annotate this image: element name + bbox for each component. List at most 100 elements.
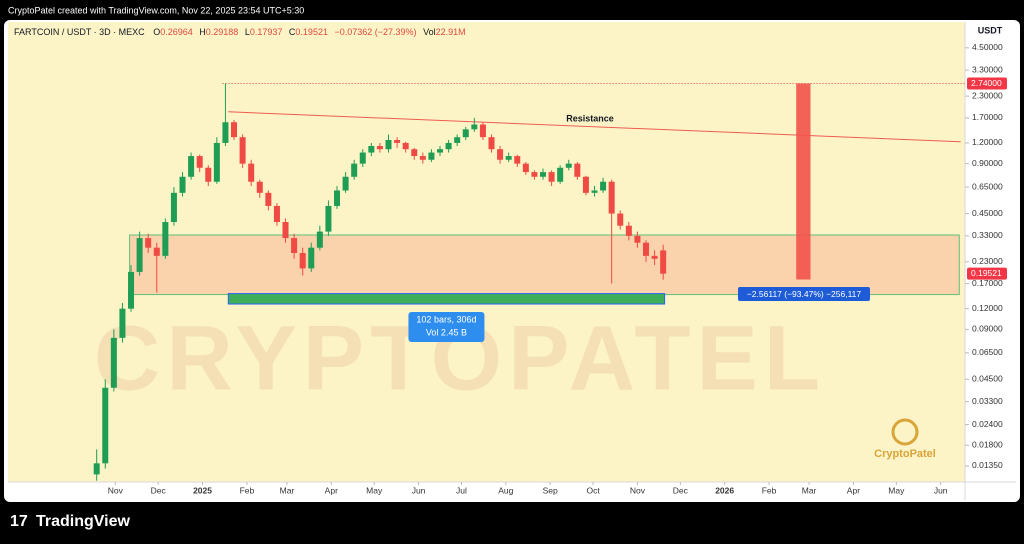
- x-tick-label: Nov: [108, 485, 124, 495]
- x-tick-label: Apr: [325, 485, 338, 495]
- y-tick-label: 1.20000: [972, 137, 1003, 147]
- candle-body: [239, 137, 246, 164]
- label: L: [245, 27, 250, 37]
- candle-body: [394, 140, 401, 143]
- candle-body: [522, 163, 529, 173]
- y-tick-label: 0.12000: [972, 303, 1003, 313]
- candle-body: [462, 129, 469, 138]
- range-label: 102 bars, 306d: [416, 314, 476, 324]
- x-tick-label: Jun: [934, 485, 948, 495]
- logo: CryptoPatel: [874, 448, 936, 460]
- candle-body: [642, 242, 650, 256]
- y-tick-label: 0.23000: [972, 256, 1003, 266]
- candle-body: [454, 137, 461, 143]
- open: 0.26964: [160, 27, 193, 37]
- candle-body: [188, 156, 195, 177]
- x-tick-label: Oct: [586, 485, 600, 495]
- candle-body: [231, 122, 238, 138]
- y-tick-label: 3.30000: [972, 64, 1003, 74]
- candle-body: [565, 163, 572, 168]
- x-tick-label: May: [888, 485, 905, 495]
- candle-body: [170, 192, 177, 223]
- symbol: FARTCOIN / USDT · 3D · MEXC: [14, 27, 145, 37]
- candle-body: [402, 142, 409, 150]
- y-tick-label: 0.65000: [972, 181, 1003, 191]
- x-tick-label: Mar: [802, 485, 817, 495]
- candle-body: [582, 176, 589, 193]
- label: Vol: [423, 27, 436, 37]
- price-tag-label: 2.74000: [971, 78, 1002, 88]
- y-tick-label: 0.03300: [972, 396, 1003, 406]
- candle-body: [445, 142, 452, 150]
- candle-body: [325, 205, 332, 232]
- price-range-label: −2.56117 (−93.47%) −256,117: [747, 289, 862, 299]
- candle-body: [471, 124, 478, 130]
- price-tag: [967, 267, 1007, 280]
- candle-body: [351, 163, 358, 177]
- candle-body: [128, 271, 135, 309]
- candle-body: [497, 149, 504, 160]
- candle-body: [179, 176, 186, 193]
- x-tick-label: Dec: [673, 485, 689, 495]
- candle-body: [308, 247, 315, 269]
- price-range: [796, 83, 811, 280]
- x-tick-label: Dec: [151, 485, 167, 495]
- plot: Resistance 102 bars, 306d Vol 2.45 B −2.561…: [93, 83, 965, 481]
- high: 0.29188: [206, 27, 239, 37]
- candle-body: [282, 222, 289, 239]
- x-tick-label: Apr: [847, 485, 860, 495]
- y-tick-label: 0.01800: [972, 439, 1003, 449]
- candle-body: [557, 167, 564, 182]
- candle-body: [651, 255, 658, 259]
- change: −0.07362 (−27.39%): [334, 27, 416, 37]
- candle-body: [273, 205, 280, 223]
- x-tick-label: Feb: [762, 485, 777, 495]
- candle-body: [479, 124, 486, 138]
- x-tick-label: Mar: [280, 485, 295, 495]
- candle-body: [625, 225, 632, 236]
- y-tick-label: 0.90000: [972, 158, 1003, 168]
- candle-body: [385, 140, 392, 150]
- y-tick-label: 0.09000: [972, 324, 1003, 334]
- y-tick-label: 0.06500: [972, 347, 1003, 357]
- candle-body: [119, 308, 126, 338]
- candle-body: [531, 172, 538, 177]
- y-tick-label: 0.33000: [972, 230, 1003, 240]
- candle-body: [102, 387, 109, 464]
- candle-body: [299, 253, 306, 269]
- price-tag-label: 0.19521: [971, 268, 1002, 278]
- legend: FARTCOIN / USDT · 3D · MEXC O0.26964 H0.…: [14, 27, 466, 37]
- candle-body: [368, 146, 375, 153]
- candle-body: [600, 181, 607, 191]
- y-tick-label: 0.02400: [972, 419, 1003, 429]
- y-tick-label: 0.01350: [972, 460, 1003, 470]
- footer-icon: 17: [10, 513, 28, 530]
- candle-body: [548, 172, 555, 182]
- candle-body: [660, 250, 667, 274]
- candle-body: [265, 192, 272, 206]
- candle-body: [488, 137, 495, 150]
- candle-body: [213, 142, 220, 182]
- footer-brand: TradingView: [36, 513, 131, 530]
- candle-body: [205, 167, 212, 182]
- candle-body: [411, 149, 418, 157]
- candle-body: [574, 163, 581, 177]
- candle-body: [196, 156, 203, 168]
- x-tick-label: Jun: [412, 485, 426, 495]
- candle-body: [256, 181, 263, 193]
- y-tick-label: 0.17000: [972, 278, 1003, 288]
- logo-icon: [891, 418, 919, 446]
- low: 0.17937: [250, 27, 283, 37]
- range-label: Vol 2.45 B: [426, 327, 467, 337]
- candle-body: [222, 122, 229, 143]
- candle-body: [110, 337, 117, 388]
- candle-body: [291, 238, 298, 254]
- candle-body: [437, 149, 444, 153]
- x-tick-label: Jul: [456, 485, 467, 495]
- trendline: [228, 111, 961, 143]
- candle-body: [428, 152, 435, 160]
- y-tick-label: 0.45000: [972, 208, 1003, 218]
- x-tick-label: Sep: [543, 485, 558, 495]
- date-range: [227, 293, 666, 305]
